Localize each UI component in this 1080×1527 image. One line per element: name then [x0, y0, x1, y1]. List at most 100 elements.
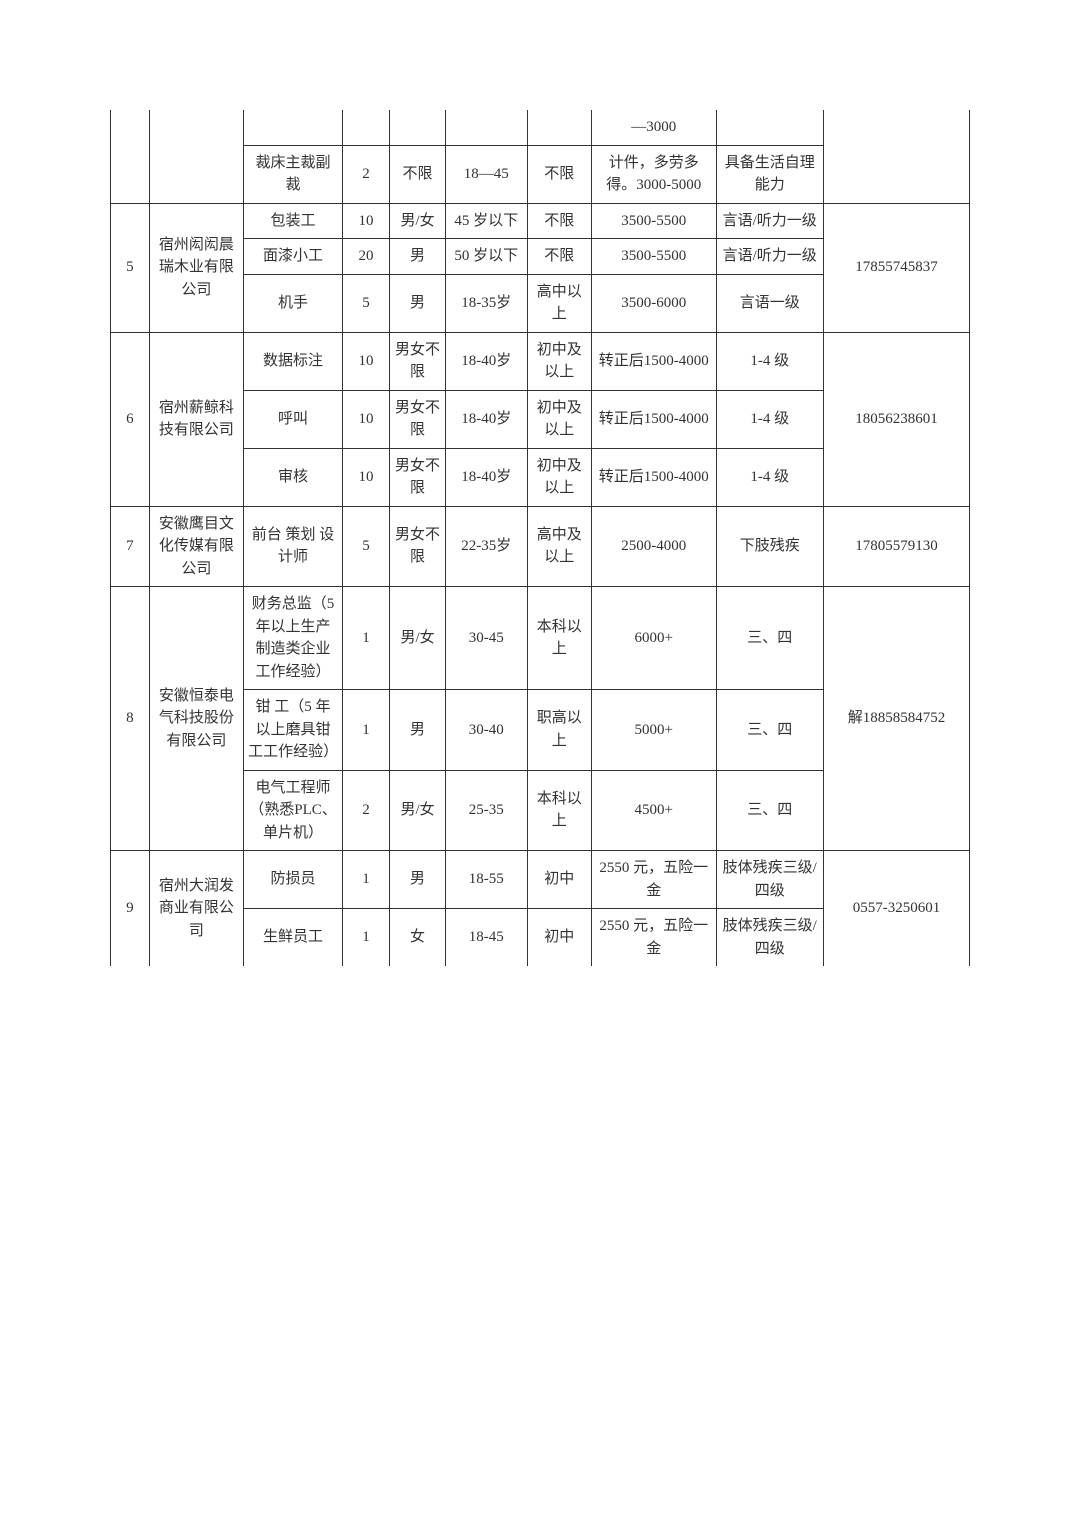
edu-cell: 不限	[527, 239, 591, 275]
company-cell: 安徽恒泰电气科技股份有限公司	[149, 587, 243, 851]
recruitment-table: —3000 裁床主裁副裁 2 不限 18—45 不限 计件，多劳多得。3000-…	[110, 110, 970, 966]
edu-cell: 本科以上	[527, 587, 591, 690]
contact-cell: 18056238601	[823, 332, 969, 506]
idx-cell	[111, 110, 150, 203]
count-cell: 5	[342, 506, 389, 587]
count-cell: 10	[342, 448, 389, 506]
position-cell: 包装工	[244, 203, 343, 239]
idx-cell: 5	[111, 203, 150, 332]
edu-cell: 职高以上	[527, 690, 591, 771]
position-cell: 机手	[244, 274, 343, 332]
req-cell: 肢体残疾三级/四级	[716, 909, 823, 967]
count-cell: 1	[342, 587, 389, 690]
req-cell: 1-4 级	[716, 390, 823, 448]
req-cell: 1-4 级	[716, 448, 823, 506]
age-cell: 18-45	[445, 909, 527, 967]
edu-cell: 本科以上	[527, 770, 591, 851]
req-cell: 言语/听力一级	[716, 203, 823, 239]
salary-cell: 转正后1500-4000	[591, 448, 716, 506]
count-cell: 1	[342, 690, 389, 771]
edu-cell	[527, 110, 591, 145]
position-cell: 电气工程师（熟悉PLC、单片机）	[244, 770, 343, 851]
contact-cell: 0557-3250601	[823, 851, 969, 967]
age-cell: 30-40	[445, 690, 527, 771]
gender-cell: 男/女	[390, 770, 446, 851]
salary-cell: 3500-5500	[591, 203, 716, 239]
edu-cell: 初中及以上	[527, 390, 591, 448]
company-cell: 宿州薪鲸科技有限公司	[149, 332, 243, 506]
age-cell: 22-35岁	[445, 506, 527, 587]
req-cell: 肢体残疾三级/四级	[716, 851, 823, 909]
age-cell: 18-40岁	[445, 448, 527, 506]
req-cell: 言语一级	[716, 274, 823, 332]
salary-cell: 5000+	[591, 690, 716, 771]
salary-cell: 转正后1500-4000	[591, 390, 716, 448]
salary-cell: 6000+	[591, 587, 716, 690]
idx-cell: 8	[111, 587, 150, 851]
gender-cell: 男	[390, 690, 446, 771]
req-cell: 具备生活自理能力	[716, 145, 823, 203]
req-cell: 1-4 级	[716, 332, 823, 390]
company-cell	[149, 110, 243, 203]
position-cell: 审核	[244, 448, 343, 506]
gender-cell: 男女不限	[390, 332, 446, 390]
age-cell: 30-45	[445, 587, 527, 690]
req-cell: 言语/听力一级	[716, 239, 823, 275]
gender-cell: 男	[390, 851, 446, 909]
age-cell: 25-35	[445, 770, 527, 851]
position-cell: 财务总监（5 年以上生产制造类企业工作经验）	[244, 587, 343, 690]
salary-cell: 计件，多劳多得。3000-5000	[591, 145, 716, 203]
age-cell: 18-35岁	[445, 274, 527, 332]
req-cell	[716, 110, 823, 145]
table-row: —3000	[111, 110, 970, 145]
req-cell: 下肢残疾	[716, 506, 823, 587]
position-cell: 裁床主裁副裁	[244, 145, 343, 203]
age-cell: 50 岁以下	[445, 239, 527, 275]
company-cell: 宿州闳闳晨瑞木业有限公司	[149, 203, 243, 332]
idx-cell: 7	[111, 506, 150, 587]
gender-cell: 不限	[390, 145, 446, 203]
position-cell: 前台 策划 设计师	[244, 506, 343, 587]
age-cell: 18-55	[445, 851, 527, 909]
position-cell: 防损员	[244, 851, 343, 909]
edu-cell: 高中及以上	[527, 506, 591, 587]
count-cell: 10	[342, 332, 389, 390]
count-cell	[342, 110, 389, 145]
salary-cell: 3500-6000	[591, 274, 716, 332]
age-cell: 18-40岁	[445, 332, 527, 390]
salary-cell: 2500-4000	[591, 506, 716, 587]
table-row: 9 宿州大润发商业有限公司 防损员 1 男 18-55 初中 2550 元，五险…	[111, 851, 970, 909]
gender-cell: 男女不限	[390, 506, 446, 587]
edu-cell: 初中及以上	[527, 448, 591, 506]
count-cell: 10	[342, 390, 389, 448]
edu-cell: 不限	[527, 145, 591, 203]
edu-cell: 初中	[527, 909, 591, 967]
table-row: 8 安徽恒泰电气科技股份有限公司 财务总监（5 年以上生产制造类企业工作经验） …	[111, 587, 970, 690]
salary-cell: 转正后1500-4000	[591, 332, 716, 390]
position-cell: 钳 工（5 年以上磨具钳工工作经验）	[244, 690, 343, 771]
idx-cell: 9	[111, 851, 150, 967]
age-cell: 18-40岁	[445, 390, 527, 448]
count-cell: 2	[342, 145, 389, 203]
gender-cell: 男女不限	[390, 390, 446, 448]
edu-cell: 高中以上	[527, 274, 591, 332]
edu-cell: 初中	[527, 851, 591, 909]
count-cell: 1	[342, 909, 389, 967]
salary-cell: —3000	[591, 110, 716, 145]
gender-cell: 女	[390, 909, 446, 967]
count-cell: 10	[342, 203, 389, 239]
position-cell: 呼叫	[244, 390, 343, 448]
salary-cell: 2550 元，五险一金	[591, 909, 716, 967]
gender-cell: 男/女	[390, 587, 446, 690]
gender-cell: 男女不限	[390, 448, 446, 506]
gender-cell	[390, 110, 446, 145]
gender-cell: 男	[390, 274, 446, 332]
salary-cell: 2550 元，五险一金	[591, 851, 716, 909]
table-row: 7 安徽鹰目文化传媒有限公司 前台 策划 设计师 5 男女不限 22-35岁 高…	[111, 506, 970, 587]
position-cell: 面漆小工	[244, 239, 343, 275]
table-row: 6 宿州薪鲸科技有限公司 数据标注 10 男女不限 18-40岁 初中及以上 转…	[111, 332, 970, 390]
contact-cell	[823, 110, 969, 203]
salary-cell: 4500+	[591, 770, 716, 851]
gender-cell: 男	[390, 239, 446, 275]
table-row: 5 宿州闳闳晨瑞木业有限公司 包装工 10 男/女 45 岁以下 不限 3500…	[111, 203, 970, 239]
